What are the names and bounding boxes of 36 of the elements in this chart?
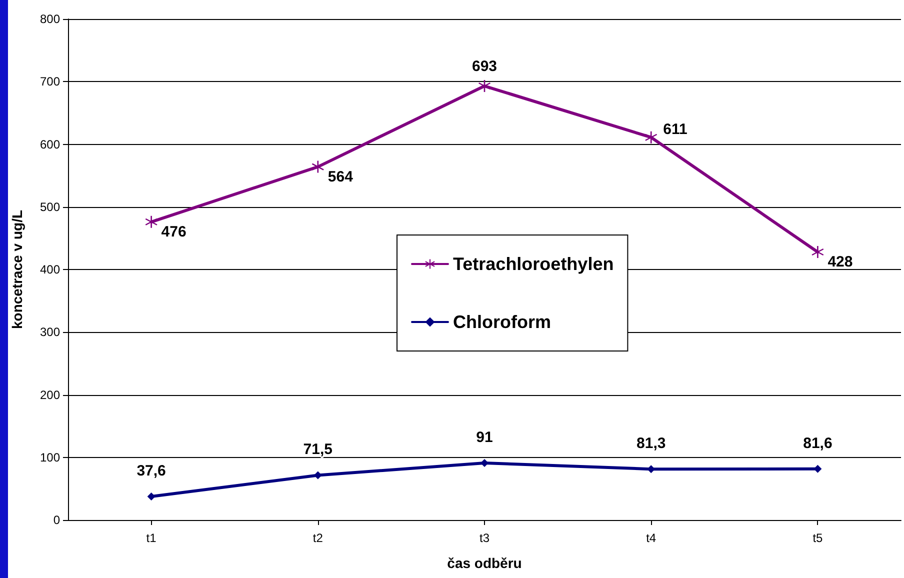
y-axis-title: koncetrace v ug/L — [9, 210, 25, 330]
data-label: 91 — [476, 429, 493, 446]
point — [478, 80, 490, 92]
legend-label: Chloroform — [453, 312, 551, 332]
x-axis-title: čas odběru — [447, 555, 522, 571]
x-tick-label: t1 — [146, 531, 157, 545]
data-label: 37,6 — [136, 462, 166, 480]
data-label: 81,6 — [803, 434, 832, 452]
point — [645, 131, 658, 144]
data-label: 611 — [663, 120, 688, 138]
data-label: 71,5 — [303, 441, 332, 458]
point — [145, 216, 158, 228]
y-tick-label: 200 — [40, 388, 60, 402]
x-tick-label: t2 — [312, 531, 324, 545]
data-label: 476 — [161, 223, 186, 240]
y-tick-label: 300 — [40, 325, 60, 340]
y-tick-label: 500 — [40, 200, 60, 214]
point — [312, 160, 324, 173]
point — [480, 459, 488, 468]
y-tick-label: 100 — [40, 450, 60, 464]
legend-label: Tetrachloroethylen — [453, 254, 614, 274]
point — [147, 492, 156, 500]
x-tick-label: t4 — [646, 531, 656, 545]
y-tick-label: 600 — [40, 137, 60, 152]
data-label: 693 — [472, 58, 498, 76]
x-tick-label: t5 — [812, 531, 824, 545]
y-tick-label: 400 — [40, 262, 60, 276]
data-label: 564 — [328, 168, 354, 186]
y-tick-label: 800 — [40, 12, 60, 26]
data-label: 81,3 — [636, 435, 666, 452]
y-tick-label: 0 — [53, 513, 60, 527]
x-tick-label: t3 — [479, 531, 490, 545]
data-label: 428 — [828, 253, 853, 270]
point — [812, 246, 824, 258]
point — [314, 471, 322, 480]
y-tick-label: 700 — [40, 74, 60, 89]
